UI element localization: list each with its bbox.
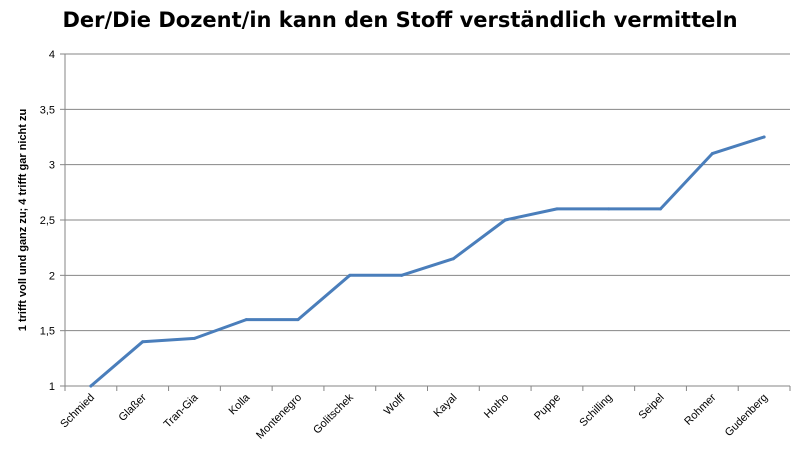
series-line (89, 135, 766, 388)
data-point (89, 384, 93, 388)
x-tick-label: Tran-Gia (162, 391, 202, 431)
x-tick-label: Kayal (432, 392, 460, 420)
axes (60, 53, 791, 391)
x-tick-label: Kolla (227, 391, 253, 417)
x-tick-label: Wolff (382, 391, 409, 418)
x-tick-labels: Schmied Glaßer Tran-Gia Kolla Montenegro Goli… (58, 391, 770, 442)
data-point (762, 135, 766, 139)
data-point (348, 273, 352, 277)
x-tick-label: Puppe (532, 392, 563, 423)
y-tick-label: 1 (49, 381, 55, 393)
x-tick-label: Rohmer (682, 391, 718, 427)
data-point (555, 207, 559, 211)
y-tick-label: 4 (49, 49, 55, 61)
data-point (607, 207, 611, 211)
data-point (710, 152, 714, 156)
y-tick-label: 1,5 (40, 326, 55, 338)
data-point (503, 218, 507, 222)
chart-title: Der/Die Dozent/in kann den Stoff verstän… (62, 8, 738, 32)
data-point (141, 340, 145, 344)
y-tick-label: 3,5 (40, 104, 55, 116)
data-point (659, 207, 663, 211)
series-lines (89, 135, 766, 388)
x-tick-label: Hotho (482, 392, 511, 421)
x-tick-label: Glaßer (117, 391, 149, 423)
y-tick-labels: 1 1,5 2 2,5 3 3,5 4 (40, 49, 55, 393)
x-tick-label: Seipel (637, 392, 667, 422)
x-tick-label: Schmied (58, 392, 97, 431)
y-axis-title: 1 trifft voll und ganz zu; 4 trifft gar … (17, 109, 29, 331)
data-point (451, 257, 455, 261)
x-tick-label: Golitschek (311, 391, 356, 436)
y-tick-label: 2,5 (40, 215, 55, 227)
data-point (192, 336, 196, 340)
x-tick-label: Montenegro (254, 392, 304, 442)
data-point (296, 318, 300, 322)
x-tick-label: Gudenberg (723, 392, 770, 439)
gridlines (65, 53, 790, 387)
y-tick-label: 3 (49, 160, 55, 172)
y-tick-label: 2 (49, 270, 55, 282)
data-point (244, 318, 248, 322)
data-point (400, 273, 404, 277)
x-tick-label: Schilling (577, 392, 614, 429)
